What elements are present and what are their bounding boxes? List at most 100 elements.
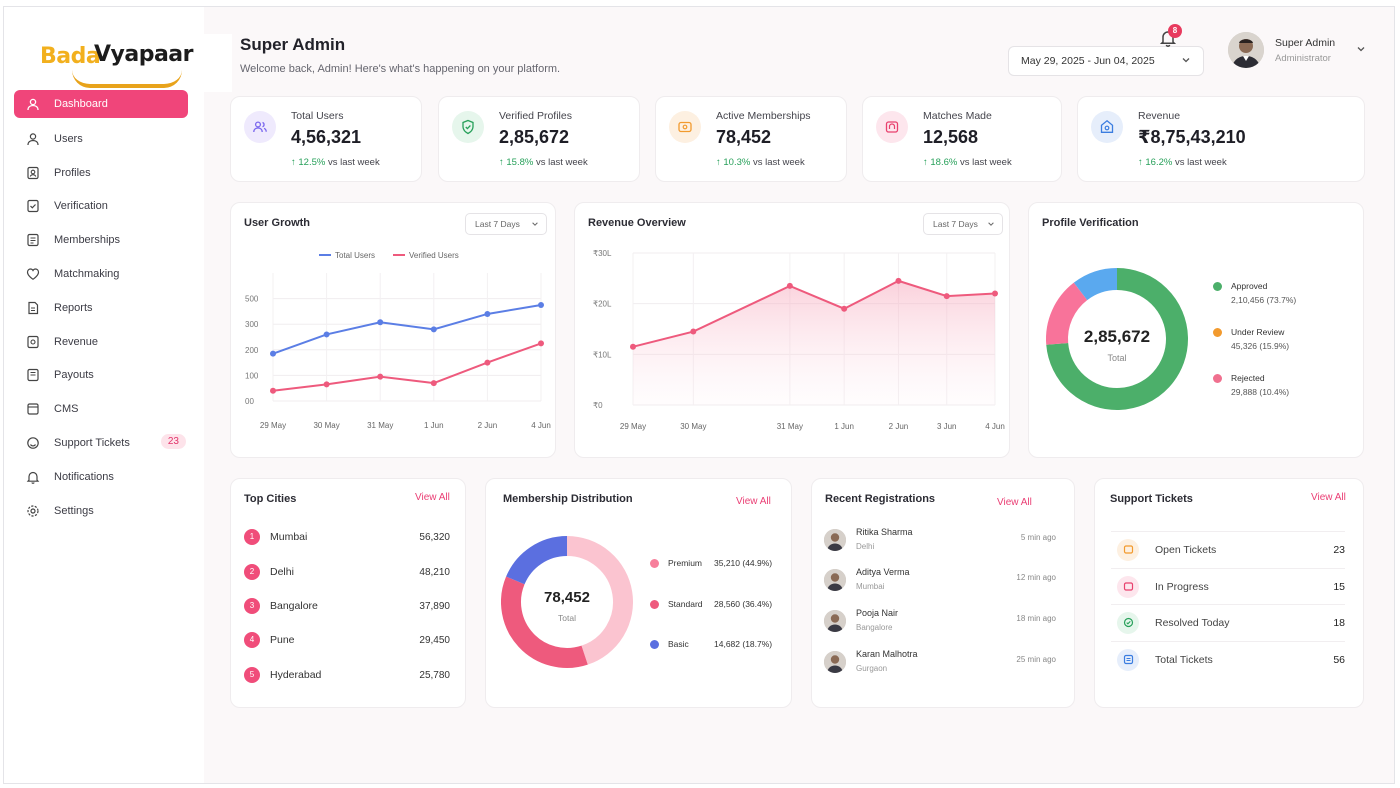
avatar <box>824 569 846 591</box>
data-point <box>323 381 330 388</box>
sidebar-item-revenue[interactable]: Revenue <box>14 325 188 359</box>
revenue-icon <box>27 335 39 348</box>
registrant-city: Delhi <box>856 542 875 551</box>
avatar <box>824 529 846 551</box>
list-item[interactable]: 3 Bangalore 37,890 <box>244 596 450 616</box>
data-point <box>630 343 636 350</box>
card-title: Top Cities <box>244 493 297 505</box>
sidebar-item-cms[interactable]: CMS <box>14 392 188 426</box>
card-title: Support Tickets <box>1110 493 1193 505</box>
stat-value: 78,452 <box>716 127 772 147</box>
ticket-row-resolved[interactable]: Resolved Today 18 <box>1111 604 1345 640</box>
list-item[interactable]: Ritika Sharma Delhi 5 min ago <box>824 527 1056 555</box>
top-cities-view-all-link[interactable]: View All <box>415 492 450 503</box>
rank-badge: 3 <box>244 598 260 614</box>
registrant-name: Ritika Sharma <box>856 527 913 537</box>
registrant-name: Aditya Verma <box>856 567 910 577</box>
list-item[interactable]: Aditya Verma Mumbai 12 min ago <box>824 567 1056 595</box>
chevron-down-icon[interactable] <box>1356 44 1366 54</box>
stat-value: 12,568 <box>923 127 979 147</box>
brand-logo[interactable]: Bada Vyapaar <box>32 34 232 92</box>
legend-value: 29,888 (10.4%) <box>1231 387 1290 397</box>
city-name: Bangalore <box>270 600 318 612</box>
x-tick-label: 30 May <box>313 421 339 430</box>
ticket-count: 18 <box>1333 616 1345 629</box>
legend-value: 28,560 (36.4%) <box>714 599 773 609</box>
list-item[interactable]: 4 Pune 29,450 <box>244 630 450 650</box>
users-icon <box>244 111 276 143</box>
chevron-down-icon <box>1182 58 1190 63</box>
stat-card-verified-profiles[interactable]: Verified Profiles 2,85,672 ↑ 15.8% vs la… <box>438 96 640 182</box>
data-point <box>895 277 902 284</box>
list-item[interactable]: 5 Hyderabad 25,780 <box>244 665 450 685</box>
range-select-label: Last 7 Days <box>475 219 520 229</box>
x-tick-label: 30 May <box>680 422 706 431</box>
sidebar-item-users[interactable]: Users <box>14 122 188 156</box>
chevron-down-icon <box>532 222 538 226</box>
legend-dot <box>650 599 659 609</box>
stat-card-matches-made[interactable]: Matches Made 12,568 ↑ 18.6% vs last week <box>862 96 1062 182</box>
profile-icon <box>27 166 39 179</box>
revenue-range-select[interactable]: Last 7 Days <box>923 213 1003 235</box>
tickets-view-all-link[interactable]: View All <box>1311 492 1346 503</box>
city-value: 25,780 <box>419 669 450 681</box>
stat-change: ↑ 15.8% vs last week <box>499 157 588 168</box>
list-item[interactable]: Pooja Nair Bangalore 18 min ago <box>824 608 1056 636</box>
data-point <box>484 310 491 317</box>
notification-count-badge: 8 <box>1168 24 1182 38</box>
x-tick-label: 2 Jun <box>889 422 909 431</box>
membership-view-all-link[interactable]: View All <box>736 496 771 507</box>
top-cities-card: Top Cities View All 1 Mumbai 56,320 2 Delhi… <box>230 478 466 708</box>
stat-card-active-memberships[interactable]: Active Memberships 78,452 ↑ 10.3% vs las… <box>655 96 847 182</box>
bell-icon <box>26 471 40 484</box>
stat-card-revenue[interactable]: Revenue ₹8,75,43,210 ↑ 16.2% vs last wee… <box>1077 96 1365 182</box>
sidebar-item-verification[interactable]: Verification <box>14 190 188 224</box>
revenue-overview-chart: ₹0 ₹10L ₹20L ₹30L 29 May 30 May 31 May 1 Jun 2 J… <box>593 249 1005 431</box>
user-growth-range-select[interactable]: Last 7 Days <box>465 213 547 235</box>
membership-icon <box>27 234 39 247</box>
sidebar-item-payouts[interactable]: Payouts <box>14 359 188 393</box>
sidebar-item-label: Reports <box>54 301 93 314</box>
y-tick-label: 00 <box>245 397 254 406</box>
sidebar <box>4 7 204 783</box>
card-title: Profile Verification <box>1042 217 1139 229</box>
ticket-row-open[interactable]: Open Tickets 23 <box>1111 531 1345 567</box>
sidebar-item-dashboard[interactable]: Dashboard <box>14 90 188 118</box>
sidebar-item-reports[interactable]: Reports <box>14 291 188 325</box>
list-item[interactable]: Karan Malhotra Gurgaon 25 min ago <box>824 649 1056 677</box>
registration-time: 5 min ago <box>1020 533 1056 542</box>
dashboard-icon <box>27 98 39 111</box>
payout-icon <box>27 369 39 382</box>
sidebar-item-support-tickets[interactable]: Support Tickets 23 <box>14 426 188 460</box>
sidebar-nav: Dashboard Users Profiles Verification Me… <box>14 88 188 528</box>
ticket-row-in-progress[interactable]: In Progress 15 <box>1111 568 1345 604</box>
y-tick-label: ₹30L <box>593 249 612 258</box>
city-name: Mumbai <box>270 531 308 543</box>
sidebar-item-settings[interactable]: Settings <box>14 494 188 528</box>
profile-verification-donut <box>1046 268 1188 410</box>
user-avatar[interactable] <box>1228 32 1264 68</box>
sidebar-item-notifications[interactable]: Notifications <box>14 460 188 494</box>
legend-premium: Premium 35,210 (44.9%) <box>650 558 776 568</box>
donut-slice <box>1046 282 1088 345</box>
support-icon <box>27 437 39 449</box>
heart-icon <box>26 268 40 280</box>
city-value: 48,210 <box>419 566 450 578</box>
registrations-view-all-link[interactable]: View All <box>997 497 1032 508</box>
stat-change: ↑ 12.5% vs last week <box>291 157 380 168</box>
date-range-picker[interactable]: May 29, 2025 - Jun 04, 2025 <box>1008 46 1204 76</box>
legend-label: Rejected <box>1231 373 1265 383</box>
legend-value: 14,682 (18.7%) <box>714 639 773 649</box>
x-tick-label: 4 Jun <box>985 422 1005 431</box>
sidebar-item-matchmaking[interactable]: Matchmaking <box>14 257 188 291</box>
sidebar-item-label: Payouts <box>54 369 94 382</box>
brand-name-part1: Bada <box>40 44 101 69</box>
list-item[interactable]: 1 Mumbai 56,320 <box>244 527 450 547</box>
sidebar-item-memberships[interactable]: Memberships <box>14 223 188 257</box>
stat-card-total-users[interactable]: Total Users 4,56,321 ↑ 12.5% vs last wee… <box>230 96 422 182</box>
data-point <box>841 305 848 312</box>
legend-label: Standard <box>668 599 703 609</box>
list-item[interactable]: 2 Delhi 48,210 <box>244 562 450 582</box>
ticket-row-total[interactable]: Total Tickets 56 <box>1111 641 1345 677</box>
sidebar-item-profiles[interactable]: Profiles <box>14 156 188 190</box>
